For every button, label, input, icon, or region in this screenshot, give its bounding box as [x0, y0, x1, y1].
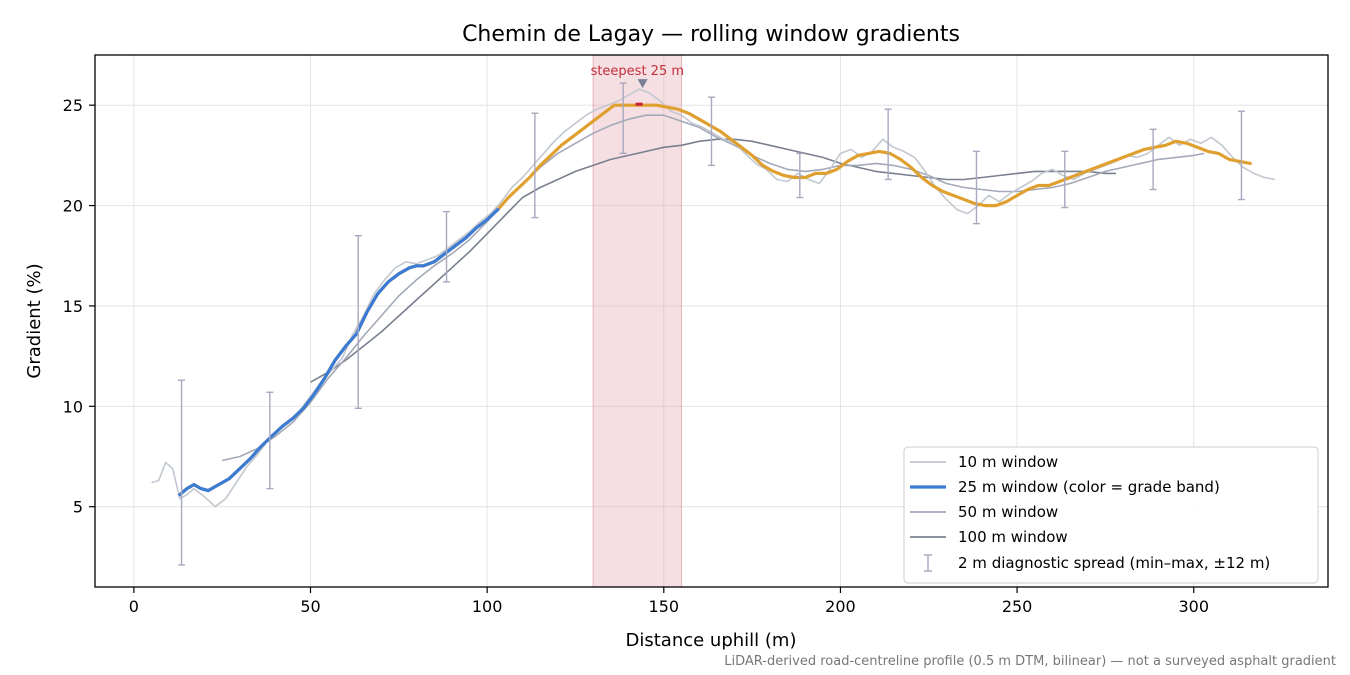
x-tick-label: 300: [1178, 597, 1209, 616]
series-line-100m: [310, 138, 1116, 383]
x-axis-label: Distance uphill (m): [626, 630, 797, 651]
series-line-25m-blue-band: [178, 208, 500, 497]
ticks: 0 50 100 150 200 250 300 5 10 15 20 25: [63, 96, 1209, 616]
x-tick-label: 150: [649, 597, 680, 616]
error-bar: [443, 210, 451, 283]
error-bar: [178, 379, 186, 566]
error-bars: [178, 82, 1245, 566]
y-axis-label: Gradient (%): [24, 263, 45, 378]
footnote: LiDAR-derived road-centreline profile (0…: [724, 654, 1336, 669]
y-tick-label: 25: [63, 96, 83, 115]
error-bar: [1149, 128, 1157, 191]
error-bar: [531, 112, 539, 219]
error-bar: [619, 82, 627, 155]
steepest-triangle: [637, 79, 648, 89]
legend-label-100m: 100 m window: [958, 528, 1068, 546]
steepest-label: steepest 25 m: [591, 64, 684, 79]
series-line-10m: [151, 88, 1276, 508]
y-tick-label: 20: [63, 197, 83, 216]
legend-box: [903, 446, 1319, 584]
error-bar: [1061, 150, 1069, 209]
y-tick-label: 15: [63, 297, 83, 316]
error-bar: [708, 96, 715, 167]
series-line-50m: [222, 114, 1205, 462]
y-tick-label: 5: [73, 498, 83, 517]
x-tick-label: 250: [1002, 597, 1033, 616]
chart-title: Chemin de Lagay — rolling window gradien…: [462, 22, 960, 47]
legend: 10 m window 25 m window (color = grade b…: [903, 446, 1319, 584]
steepest-band: [592, 54, 682, 588]
y-tick-label: 10: [63, 397, 83, 416]
legend-label-25m: 25 m window (color = grade band): [958, 478, 1220, 496]
error-bar: [972, 150, 980, 225]
error-bar: [1237, 110, 1245, 201]
x-tick-label: 50: [300, 597, 320, 616]
legend-label-10m: 10 m window: [958, 453, 1058, 471]
error-bar: [884, 108, 892, 181]
plot-frame: [94, 54, 1329, 588]
x-tick-label: 0: [129, 597, 139, 616]
legend-label-50m: 50 m window: [958, 503, 1058, 521]
x-tick-label: 100: [472, 597, 503, 616]
x-tick-label: 200: [825, 597, 856, 616]
series-line-25m: [178, 103, 1252, 497]
error-bar: [266, 391, 274, 490]
steepest-marker: [635, 79, 648, 106]
legend-label-spread: 2 m diagnostic spread (min–max, ±12 m): [958, 554, 1270, 572]
series-layer: [151, 88, 1276, 508]
error-bar: [354, 234, 362, 410]
error-bar: [796, 152, 804, 199]
grid: [95, 55, 1328, 587]
